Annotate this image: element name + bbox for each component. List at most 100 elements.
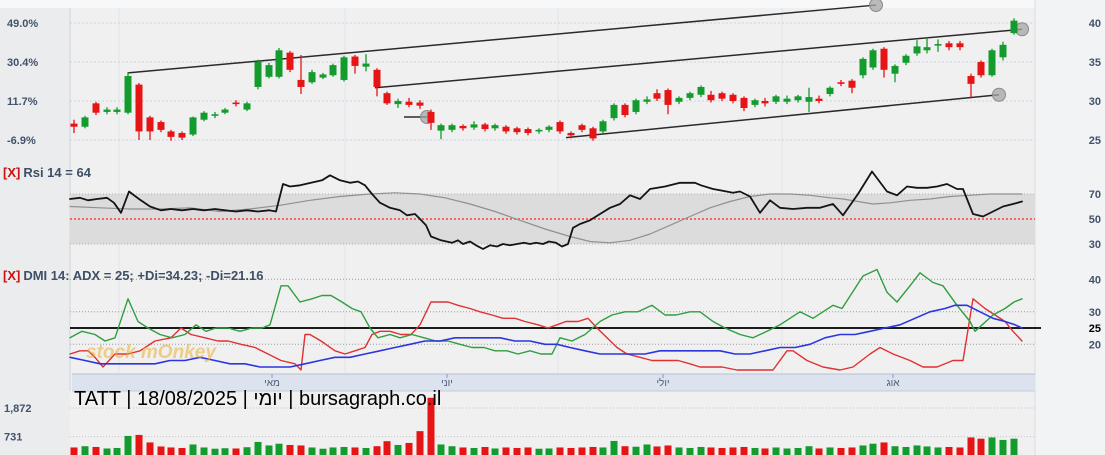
rsi-signal-line: [69, 192, 1023, 244]
volume-bar: [211, 448, 219, 455]
volume-bar: [157, 446, 165, 455]
rsi-axis-label: 70: [1089, 189, 1101, 201]
dmi-axis-label: 40: [1089, 274, 1101, 286]
candle: [643, 99, 651, 102]
volume-bar: [221, 448, 229, 455]
candle: [783, 98, 791, 102]
candle: [632, 100, 640, 112]
volume-bar: [869, 443, 877, 455]
left-axis-percent-label: 30.4%: [7, 57, 38, 69]
candle: [1010, 20, 1018, 34]
candle: [923, 47, 931, 51]
rsi-line: [69, 170, 1023, 250]
volume-bar: [567, 447, 575, 455]
dmi-indicator-label: [X] DMI 14: ADX = 25; +Di=34.23; -Di=21.1…: [3, 268, 263, 283]
left-axis-percent-label: 11.7%: [7, 96, 38, 108]
trendline[interactable]: [127, 4, 877, 74]
volume-bar: [837, 447, 845, 455]
volume-bar: [275, 443, 283, 455]
volume-bar: [491, 448, 499, 455]
candle: [653, 93, 661, 99]
candle: [815, 98, 823, 101]
candle: [211, 114, 219, 116]
volume-bar: [286, 444, 294, 455]
volume-bar: [956, 447, 964, 455]
candle: [362, 63, 370, 67]
volume-bar: [308, 447, 316, 455]
candle: [589, 128, 597, 139]
candle: [81, 117, 89, 127]
right-axis-price-label: 25: [1089, 135, 1101, 147]
volume-bar: [113, 447, 121, 455]
candle: [761, 101, 769, 104]
volume-bar: [967, 437, 975, 455]
candle: [92, 103, 100, 113]
dmi-plus-di-line: [69, 268, 1023, 355]
volume-axis-label: 731: [4, 432, 22, 444]
volume-bar: [427, 397, 435, 455]
volume-bar: [545, 448, 553, 455]
volume-bar: [988, 437, 996, 455]
trendline-handle[interactable]: [992, 87, 1006, 102]
volume-bar: [92, 446, 100, 455]
trendline[interactable]: [565, 94, 1000, 139]
rsi-axis-label: 50: [1089, 214, 1101, 226]
candle: [675, 97, 683, 102]
volume-bar: [351, 447, 359, 455]
candle: [437, 125, 445, 131]
candle: [319, 74, 327, 78]
volume-bar: [124, 435, 132, 455]
candle: [157, 122, 165, 130]
candle: [697, 86, 705, 95]
candle: [232, 102, 240, 105]
candle: [502, 126, 510, 132]
candle: [405, 101, 413, 105]
candle: [124, 76, 132, 113]
volume-bar: [675, 447, 683, 455]
volume-bar: [934, 447, 942, 455]
candle: [103, 109, 111, 112]
candle: [578, 125, 586, 130]
volume-bar: [254, 441, 262, 455]
left-axis-percent-label: 49.0%: [7, 18, 38, 30]
candle: [394, 101, 402, 105]
x-axis-strip: [72, 374, 1035, 391]
volume-bar: [448, 446, 456, 455]
trendline-handle[interactable]: [869, 0, 883, 13]
volume-bar: [686, 447, 694, 455]
candle: [297, 79, 305, 87]
volume-bar: [589, 446, 597, 455]
candle: [913, 46, 921, 54]
candle: [988, 50, 996, 76]
volume-bar: [1010, 438, 1018, 455]
candle: [891, 65, 899, 74]
month-label: יוני: [441, 378, 453, 389]
candle: [848, 80, 856, 88]
candle: [751, 100, 759, 105]
candle: [718, 93, 726, 99]
candle: [70, 123, 78, 127]
volume-bar: [977, 438, 985, 455]
volume-bar: [945, 446, 953, 455]
candle: [189, 117, 197, 135]
candle: [967, 76, 975, 84]
volume-bar: [135, 434, 143, 455]
dmi-minus-di-line: [69, 298, 1023, 371]
rsi-close-button[interactable]: [X]: [3, 165, 21, 180]
trendline[interactable]: [374, 28, 1023, 89]
volume-bar: [805, 446, 813, 455]
volume-bar: [632, 446, 640, 455]
right-axis-price-label: 30: [1089, 96, 1101, 108]
dmi-axis-label: 30: [1089, 307, 1101, 319]
right-axis-price-label: 35: [1089, 57, 1101, 69]
rsi-indicator-label: [X] Rsi 14 = 64: [3, 165, 91, 180]
candle: [902, 55, 910, 63]
month-label: יולי: [656, 377, 669, 389]
candle: [664, 90, 672, 105]
dmi-close-button[interactable]: [X]: [3, 268, 21, 283]
candle: [351, 56, 359, 66]
volume-bar: [621, 446, 629, 455]
volume-bar: [340, 446, 348, 455]
volume-bar: [740, 446, 748, 455]
